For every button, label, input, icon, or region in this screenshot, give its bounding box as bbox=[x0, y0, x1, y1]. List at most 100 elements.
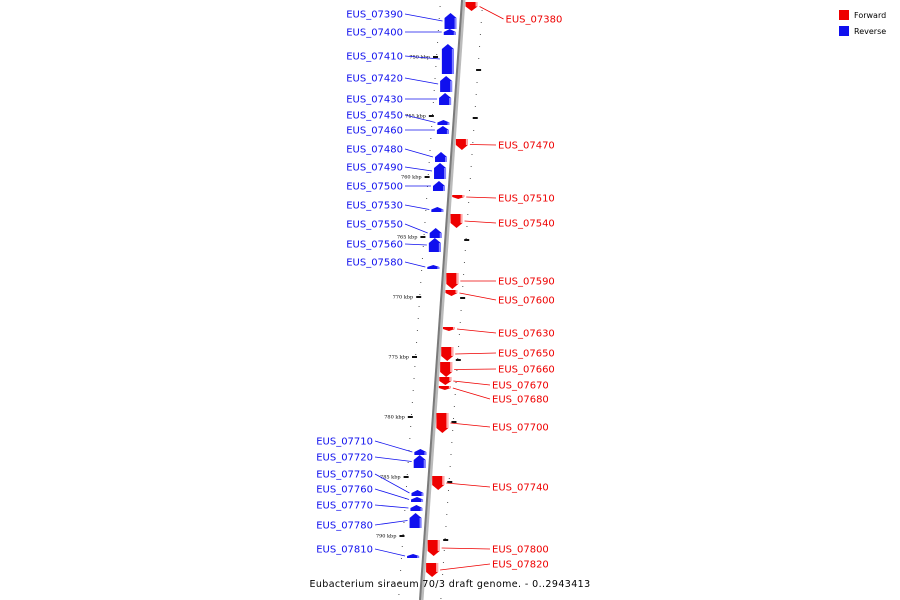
gene-feature-eus-07720[interactable] bbox=[413, 455, 426, 468]
gene-feature-eus-07460[interactable] bbox=[436, 126, 449, 134]
gene-label[interactable]: EUS_07760 bbox=[316, 485, 373, 496]
gene-feature-shade bbox=[441, 209, 444, 212]
gene-feature-eus-07680[interactable] bbox=[438, 386, 451, 390]
gene-feature-eus-07540[interactable] bbox=[450, 214, 463, 228]
kbp-major-tick bbox=[399, 535, 405, 537]
minor-tick bbox=[459, 322, 461, 323]
gene-label[interactable]: EUS_07680 bbox=[492, 395, 549, 406]
gene-feature-eus-07580[interactable] bbox=[427, 265, 440, 269]
gene-label[interactable]: EUS_07400 bbox=[346, 28, 403, 39]
gene-label[interactable]: EUS_07380 bbox=[506, 15, 563, 26]
gene-feature-eus-07560[interactable] bbox=[428, 238, 441, 252]
minor-tick bbox=[411, 402, 413, 403]
gene-feature-shade bbox=[439, 233, 442, 238]
gene-label[interactable]: EUS_07550 bbox=[346, 220, 403, 231]
gene-feature-eus-07410[interactable] bbox=[441, 44, 454, 74]
gene-feature-eus-07760[interactable] bbox=[411, 497, 424, 502]
gene-feature-eus-07710[interactable] bbox=[414, 449, 427, 455]
gene-label[interactable]: EUS_07710 bbox=[316, 437, 373, 448]
minor-tick bbox=[398, 594, 400, 595]
gene-feature-eus-07550[interactable] bbox=[429, 228, 442, 238]
minor-tick bbox=[432, 114, 434, 115]
gene-label[interactable]: EUS_07780 bbox=[316, 521, 373, 532]
minor-tick bbox=[435, 66, 437, 67]
gene-label[interactable]: EUS_07490 bbox=[346, 163, 403, 174]
minor-tick bbox=[402, 534, 404, 535]
gene-feature-eus-07430[interactable] bbox=[439, 93, 452, 105]
gene-feature-eus-07750[interactable] bbox=[411, 490, 424, 496]
gene-label[interactable]: EUS_07770 bbox=[316, 501, 373, 512]
gene-feature-eus-07470[interactable] bbox=[455, 139, 468, 150]
gene-feature-eus-07420[interactable] bbox=[440, 76, 453, 92]
gene-label[interactable]: EUS_07740 bbox=[492, 483, 549, 494]
gene-label[interactable]: EUS_07560 bbox=[346, 240, 403, 251]
gene-feature-eus-07800[interactable] bbox=[427, 540, 440, 556]
minor-tick bbox=[427, 174, 429, 175]
gene-feature-eus-07630[interactable] bbox=[442, 327, 455, 331]
gene-label[interactable]: EUS_07390 bbox=[346, 10, 403, 21]
gene-feature-eus-07600[interactable] bbox=[445, 290, 458, 296]
gene-feature-shade bbox=[449, 377, 452, 381]
minor-tick bbox=[468, 202, 470, 203]
gene-feature-eus-07740[interactable] bbox=[432, 476, 445, 490]
gene-label[interactable]: EUS_07530 bbox=[346, 201, 403, 212]
gene-feature-eus-07770[interactable] bbox=[410, 505, 423, 511]
gene-feature-eus-07380[interactable] bbox=[465, 2, 478, 11]
kbp-major-tick bbox=[424, 176, 430, 178]
gene-label[interactable]: EUS_07660 bbox=[498, 365, 555, 376]
minor-tick bbox=[470, 166, 472, 167]
gene-feature-eus-07480[interactable] bbox=[435, 152, 448, 162]
gene-feature-eus-07820[interactable] bbox=[426, 563, 439, 577]
minor-tick bbox=[449, 466, 451, 467]
gene-feature-eus-07510[interactable] bbox=[452, 195, 465, 199]
legend-forward-label: Forward bbox=[854, 10, 887, 20]
gene-label[interactable]: EUS_07750 bbox=[316, 470, 373, 481]
gene-label[interactable]: EUS_07590 bbox=[498, 277, 555, 288]
gene-label[interactable]: EUS_07630 bbox=[498, 329, 555, 340]
gene-label[interactable]: EUS_07510 bbox=[498, 194, 555, 205]
gene-label[interactable]: EUS_07410 bbox=[346, 52, 403, 63]
gene-label[interactable]: EUS_07810 bbox=[316, 545, 373, 556]
gene-label[interactable]: EUS_07820 bbox=[492, 560, 549, 571]
minor-tick bbox=[467, 214, 469, 215]
gene-feature-eus-07500[interactable] bbox=[432, 181, 445, 191]
gene-label[interactable]: EUS_07650 bbox=[498, 349, 555, 360]
gene-feature-eus-07400[interactable] bbox=[443, 29, 456, 35]
minor-tick bbox=[418, 306, 420, 307]
gene-feature-eus-07780[interactable] bbox=[409, 513, 422, 528]
gene-feature-eus-07810[interactable] bbox=[407, 554, 420, 558]
gene-feature-shade bbox=[446, 413, 449, 428]
gene-label[interactable]: EUS_07500 bbox=[346, 182, 403, 193]
gene-label[interactable]: EUS_07800 bbox=[492, 545, 549, 556]
gene-feature-eus-07590[interactable] bbox=[446, 273, 459, 289]
gene-feature-shade bbox=[465, 139, 468, 145]
gene-label[interactable]: EUS_07450 bbox=[346, 111, 403, 122]
gene-feature-eus-07530[interactable] bbox=[431, 207, 444, 212]
gene-label[interactable]: EUS_07460 bbox=[346, 126, 403, 137]
gene-feature-eus-07700[interactable] bbox=[436, 413, 449, 433]
kbp-major-tick bbox=[443, 539, 449, 541]
gene-feature-eus-07660[interactable] bbox=[440, 362, 453, 377]
minor-tick bbox=[447, 490, 449, 491]
minor-tick bbox=[453, 406, 455, 407]
gene-label[interactable]: EUS_07480 bbox=[346, 145, 403, 156]
gene-label[interactable]: EUS_07540 bbox=[498, 219, 555, 230]
gene-label[interactable]: EUS_07580 bbox=[346, 258, 403, 269]
gene-feature-eus-07450[interactable] bbox=[437, 120, 450, 125]
gene-feature-eus-07390[interactable] bbox=[444, 13, 457, 29]
minor-tick bbox=[399, 582, 401, 583]
gene-label[interactable]: EUS_07670 bbox=[492, 381, 549, 392]
gene-label[interactable]: EUS_07420 bbox=[346, 74, 403, 85]
gene-label[interactable]: EUS_07720 bbox=[316, 453, 373, 464]
legend-reverse-label: Reverse bbox=[854, 26, 887, 36]
gene-label[interactable]: EUS_07470 bbox=[498, 141, 555, 152]
gene-feature-eus-07670[interactable] bbox=[439, 377, 452, 385]
gene-label[interactable]: EUS_07430 bbox=[346, 95, 403, 106]
gene-feature-shade bbox=[460, 214, 463, 223]
gene-feature-shade bbox=[454, 18, 457, 29]
gene-feature-eus-07650[interactable] bbox=[441, 347, 454, 361]
gene-label[interactable]: EUS_07700 bbox=[492, 423, 549, 434]
gene-label[interactable]: EUS_07600 bbox=[498, 296, 555, 307]
gene-feature-eus-07490[interactable] bbox=[434, 163, 447, 179]
kbp-label: 775 kbp bbox=[388, 355, 409, 361]
